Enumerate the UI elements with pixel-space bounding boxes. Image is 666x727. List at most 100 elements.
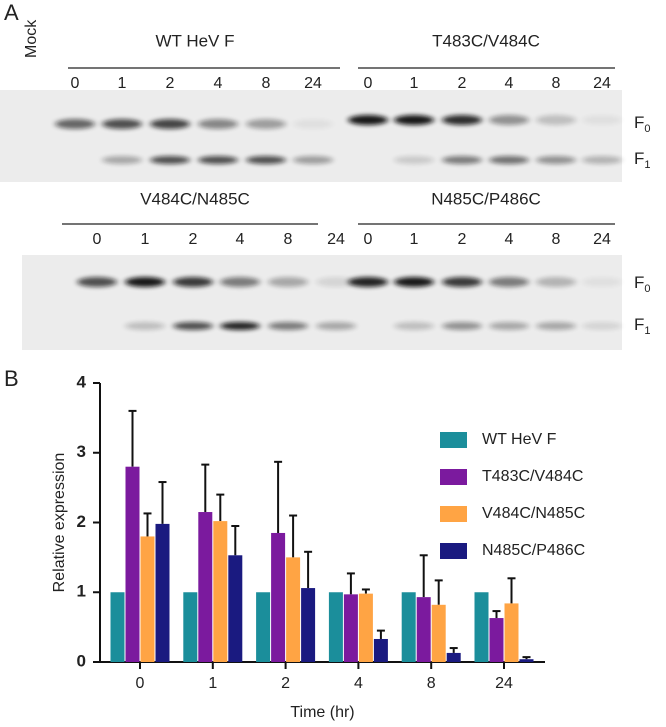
legend-swatch — [440, 432, 467, 448]
band-label-main: F — [634, 113, 644, 132]
gel-band — [394, 115, 434, 125]
legend-label: WT HeV F — [482, 431, 557, 448]
gel-band — [102, 119, 142, 129]
bar — [301, 588, 316, 662]
legend-swatch — [440, 469, 467, 485]
lane-label: 2 — [166, 75, 175, 92]
gel-band — [220, 322, 260, 330]
error-bar — [274, 460, 283, 533]
gel-band — [442, 277, 482, 287]
bar — [125, 466, 140, 662]
gel-top — [0, 90, 622, 182]
bar — [228, 555, 243, 662]
gel-bottom — [22, 255, 622, 350]
bar — [401, 592, 416, 662]
bar — [358, 593, 373, 662]
error-bar — [216, 493, 225, 522]
gel-band — [125, 277, 165, 287]
lane-label: 0 — [364, 231, 373, 248]
blot-title: V484C/N485C — [140, 189, 250, 208]
gel-band — [442, 115, 482, 125]
gel-band — [582, 277, 622, 287]
bar — [155, 523, 170, 662]
legend-label: N485C/P486C — [482, 542, 585, 559]
bar — [140, 536, 155, 662]
bar — [183, 592, 198, 662]
error-bar — [128, 409, 137, 467]
gel-band — [442, 322, 482, 330]
gel-band — [394, 277, 434, 287]
gel-band — [536, 115, 576, 125]
lane-label: 2 — [189, 231, 198, 248]
gel-band — [198, 119, 238, 129]
x-tick-label: 8 — [427, 675, 436, 692]
lane-label: 24 — [593, 231, 611, 248]
y-tick-label: 4 — [77, 372, 87, 391]
bar — [416, 597, 431, 662]
lane-label: 8 — [552, 75, 561, 92]
gel-band — [442, 156, 482, 164]
gel-band — [489, 277, 529, 287]
error-bar — [289, 514, 298, 558]
error-bar — [361, 588, 370, 594]
x-tick-label: 0 — [136, 675, 145, 692]
bar — [431, 604, 446, 662]
error-bar — [231, 524, 240, 556]
lane-label: 2 — [458, 75, 467, 92]
y-tick-label: 0 — [77, 651, 86, 670]
bar — [213, 521, 228, 662]
gel-band — [489, 156, 529, 164]
band-label-sub: 1 — [644, 325, 650, 337]
lane-label: 0 — [93, 231, 102, 248]
bar — [343, 594, 358, 662]
gel-band — [489, 322, 529, 330]
gel-bands — [55, 115, 622, 330]
gel-band — [582, 115, 622, 125]
y-tick-label: 3 — [77, 442, 86, 461]
bar — [198, 512, 213, 662]
bar — [286, 557, 301, 662]
band-label: F1 — [634, 149, 651, 170]
gel-band — [316, 277, 356, 287]
lane-label: 0 — [364, 75, 373, 92]
gel-band — [348, 277, 388, 287]
lane-label: 1 — [410, 231, 419, 248]
gel-band — [394, 156, 434, 164]
y-tick-label: 1 — [77, 582, 86, 601]
bar — [446, 652, 461, 662]
lane-label: 24 — [304, 75, 322, 92]
blot-title: T483C/V484C — [432, 31, 540, 50]
lane-label: 4 — [236, 231, 245, 248]
band-label-main: F — [634, 149, 644, 168]
lane-label: 24 — [593, 75, 611, 92]
gel-band — [489, 115, 529, 125]
bar — [504, 603, 519, 662]
blot-title: N485C/P486C — [431, 189, 541, 208]
error-bar — [304, 550, 313, 589]
gel-band — [348, 115, 388, 125]
lane-label: 1 — [410, 75, 419, 92]
gel-band — [77, 277, 117, 287]
x-tick-label: 1 — [208, 675, 217, 692]
error-bar — [449, 647, 458, 653]
error-bar — [201, 463, 210, 513]
bar — [328, 592, 343, 662]
legend-label: V484C/N485C — [482, 505, 585, 522]
error-bar — [492, 610, 501, 619]
band-label-sub: 0 — [644, 123, 650, 135]
lane-label: 1 — [141, 231, 150, 248]
band-label: F0 — [634, 273, 651, 294]
gel-band — [102, 156, 142, 164]
gel-band — [55, 119, 95, 129]
band-label-sub: 1 — [644, 159, 650, 171]
gel-band — [582, 322, 622, 330]
error-bar — [158, 481, 167, 524]
mock-label: Mock — [23, 19, 40, 58]
band-label-main: F — [634, 273, 644, 292]
x-axis-label: Time (hr) — [290, 704, 354, 721]
panel-label: B — [4, 366, 19, 391]
error-bar — [376, 629, 385, 639]
gel-band — [150, 156, 190, 164]
band-label: F0 — [634, 113, 651, 134]
